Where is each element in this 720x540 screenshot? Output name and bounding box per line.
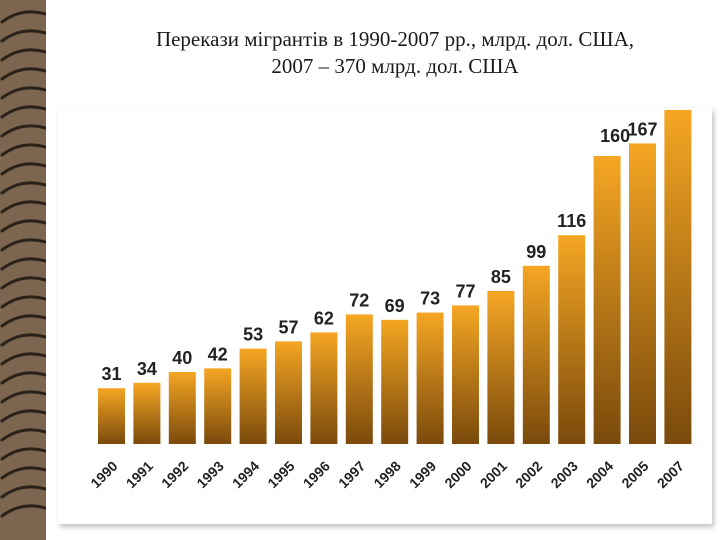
chart-title-line-2: 2007 – 370 млрд. дол. США	[271, 54, 519, 78]
x-tick-label: 2002	[512, 458, 545, 491]
bar	[452, 305, 479, 444]
chart-title-line-1: Перекази мігрантів в 1990-2007 рр., млрд…	[155, 27, 635, 51]
x-tick-label: 1990	[87, 458, 120, 491]
x-tick-label: 1998	[370, 458, 403, 491]
data-label: 160	[600, 126, 630, 146]
bar	[133, 382, 161, 444]
data-label: 69	[385, 296, 405, 316]
x-tick-label: 1993	[193, 458, 226, 491]
bar	[204, 368, 232, 444]
data-label: 62	[314, 308, 334, 328]
bar	[98, 388, 125, 444]
bar	[239, 348, 267, 444]
data-label: 167	[627, 119, 657, 139]
bar	[629, 143, 656, 444]
x-tick-label: 1999	[406, 458, 439, 491]
data-label: 85	[491, 267, 511, 287]
bar	[487, 291, 515, 444]
data-label: 53	[243, 325, 263, 345]
data-label: 77	[455, 281, 475, 301]
bar	[168, 372, 196, 444]
data-label: 42	[208, 344, 228, 364]
bar	[381, 319, 409, 444]
x-tick-label: 2000	[441, 458, 474, 491]
x-tick-label: 2005	[618, 458, 651, 491]
x-tick-label: 2001	[477, 458, 510, 491]
data-label: 57	[278, 317, 298, 337]
plot-panel: 31 1990 34 1991 40 1992 42 1993 53 1994 57 1995 62 19…	[58, 108, 712, 524]
bar	[664, 110, 692, 444]
bar-chart: 31 1990 34 1991 40 1992 42 1993 53 1994 57 1995 62 19…	[87, 110, 692, 491]
x-tick-label: 1992	[158, 458, 191, 491]
x-tick-label: 2007	[654, 458, 687, 491]
x-tick-label: 1991	[123, 458, 156, 491]
bar	[310, 332, 338, 444]
data-label: 73	[420, 289, 440, 309]
data-label: 72	[349, 290, 369, 310]
x-tick-label: 1995	[264, 458, 297, 491]
chart-title: Перекази мігрантів в 1990-2007 рр., млрд…	[80, 26, 710, 80]
bar	[522, 265, 550, 444]
x-tick-label: 2003	[547, 458, 580, 491]
bar	[593, 156, 621, 444]
bar	[558, 235, 586, 444]
data-label: 34	[137, 359, 157, 379]
bar	[345, 314, 373, 444]
x-tick-label: 1994	[229, 458, 262, 491]
bar	[416, 312, 444, 444]
x-tick-label: 1996	[300, 458, 333, 491]
x-tick-label: 1997	[335, 458, 368, 491]
data-label: 40	[172, 348, 192, 368]
bar	[275, 341, 302, 444]
data-label: 31	[101, 364, 121, 384]
data-label: 116	[557, 211, 586, 231]
x-tick-label: 2004	[583, 458, 616, 491]
data-label: 99	[526, 242, 546, 262]
